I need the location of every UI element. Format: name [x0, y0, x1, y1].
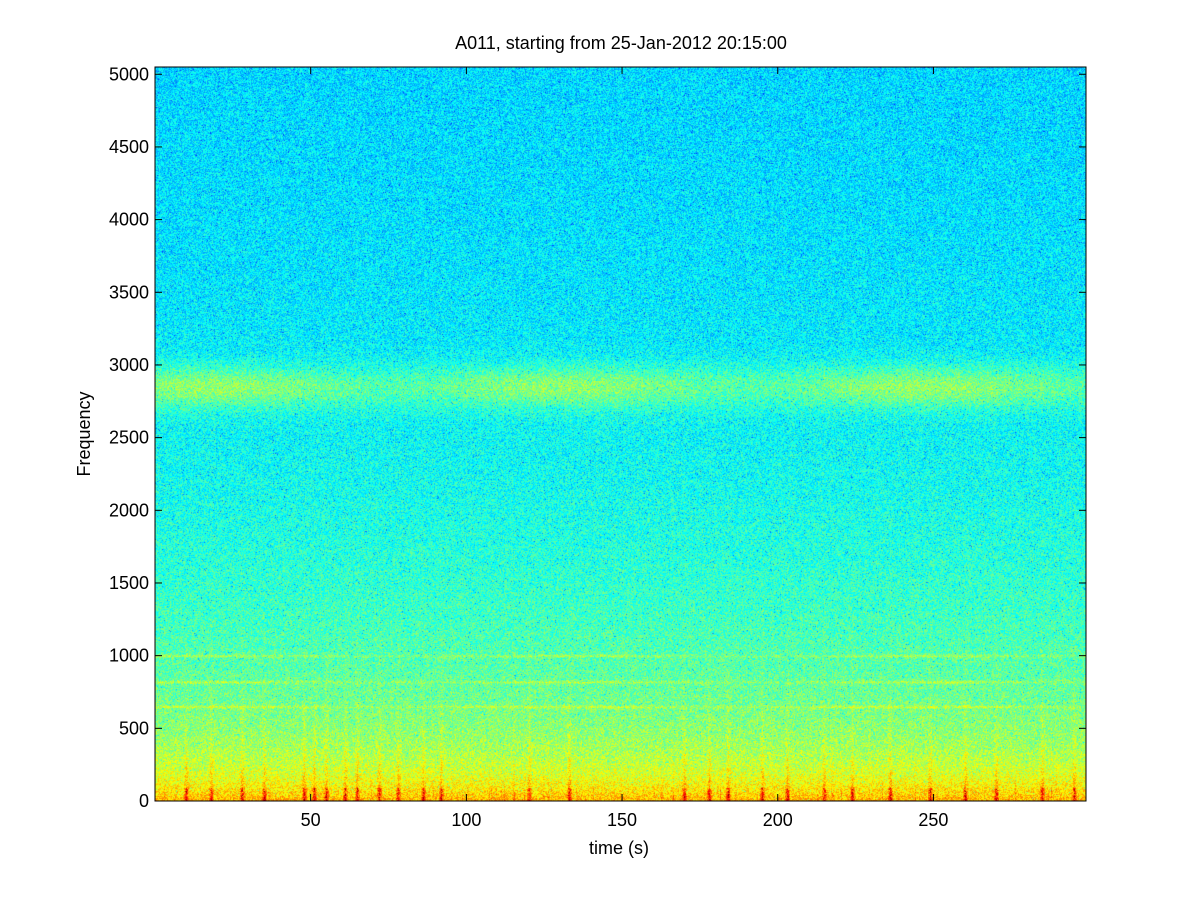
y-tick-label: 0: [139, 791, 149, 811]
spectrogram-heatmap: [155, 67, 1086, 801]
x-tick-label: 200: [763, 810, 793, 830]
chart-title: A011, starting from 25-Jan-2012 20:15:00: [455, 33, 787, 53]
plot-frame: [154, 66, 1087, 802]
x-tick-label: 250: [918, 810, 948, 830]
x-axis-ticks: 50 100 150 200 250: [301, 67, 948, 830]
y-tick-label: 4000: [109, 210, 149, 230]
y-tick-label: 2000: [109, 500, 149, 520]
y-axis-ticks: 0 500 1000 1500 2000 2500 3000 3500 4000 4500 5000: [109, 64, 1086, 811]
y-axis-label: Frequency: [74, 391, 94, 476]
x-tick-label: 100: [451, 810, 481, 830]
y-tick-label: 2500: [109, 428, 149, 448]
x-tick-label: 50: [301, 810, 321, 830]
y-tick-label: 5000: [109, 64, 149, 84]
x-tick-label: 150: [607, 810, 637, 830]
y-tick-label: 500: [119, 718, 149, 738]
y-tick-label: 3000: [109, 355, 149, 375]
y-tick-label: 1500: [109, 573, 149, 593]
y-tick-label: 4500: [109, 137, 149, 157]
x-axis-label: time (s): [589, 838, 649, 858]
y-tick-label: 1000: [109, 646, 149, 666]
y-tick-label: 3500: [109, 282, 149, 302]
